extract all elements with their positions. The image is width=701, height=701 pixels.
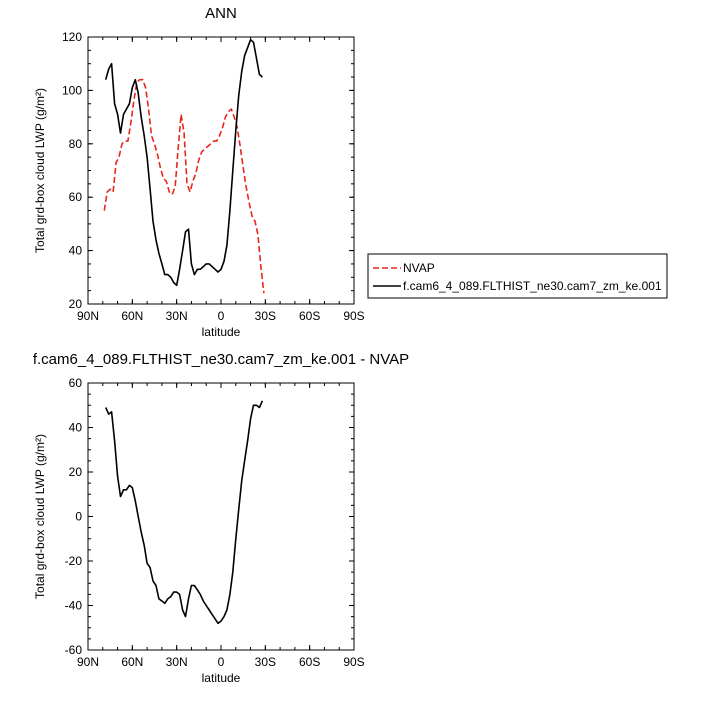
y-tick-label: -20	[65, 554, 83, 568]
x-tick-label: 60N	[121, 309, 143, 323]
y-tick-label: -60	[65, 643, 83, 657]
y-tick-label: 0	[75, 510, 82, 524]
plot-frame	[87, 382, 355, 651]
y-tick-label: 60	[69, 190, 83, 204]
x-tick-label: 60S	[299, 309, 320, 323]
y-axis-label: Total grd-box cloud LWP (g/m²)	[33, 88, 47, 253]
x-tick-label: 0	[218, 655, 225, 669]
series-line-f-cam6-4-089-flthist-ne30-cam7-zm-ke-001	[104, 38, 263, 287]
x-tick-label: 30S	[255, 655, 276, 669]
chart-panel-2: f.cam6_4_089.FLTHIST_ne30.cam7_zm_ke.001…	[33, 351, 409, 685]
plot-frame	[87, 36, 355, 305]
y-tick-label: 40	[69, 244, 83, 258]
x-axis-label: latitude	[202, 671, 241, 685]
y-tick-label: 20	[69, 465, 83, 479]
y-tick-label: 20	[69, 297, 83, 311]
x-tick-label: 90N	[77, 309, 99, 323]
legend-label-1: NVAP	[403, 261, 435, 275]
chart-title: f.cam6_4_089.FLTHIST_ne30.cam7_zm_ke.001…	[33, 351, 409, 368]
y-tick-label: 100	[62, 83, 82, 97]
x-axis-label: latitude	[202, 325, 241, 339]
x-tick-label: 90S	[343, 655, 364, 669]
y-tick-label: 40	[69, 421, 83, 435]
x-tick-label: 90N	[77, 655, 99, 669]
x-tick-label: 60N	[121, 655, 143, 669]
x-tick-label: 30S	[255, 309, 276, 323]
chart-panel-1: ANN 90N 60N 30N 0 30S 60S 90S 20 40 60 80 100 120 lati…	[33, 5, 365, 339]
y-tick-label: 60	[69, 376, 83, 390]
y-axis-label: Total grd-box cloud LWP (g/m²)	[33, 434, 47, 599]
legend: NVAP f.cam6_4_089.FLTHIST_ne30.cam7_zm_ke…	[367, 253, 668, 299]
series-line-difference	[104, 400, 264, 625]
x-tick-label: 30N	[166, 309, 188, 323]
legend-label-2: f.cam6_4_089.FLTHIST_ne30.cam7_zm_ke.001	[403, 279, 662, 293]
y-tick-label: 80	[69, 137, 83, 151]
x-tick-label: 0	[218, 309, 225, 323]
x-tick-label: 90S	[343, 309, 364, 323]
x-tick-label: 60S	[299, 655, 320, 669]
x-tick-label: 30N	[166, 655, 188, 669]
y-tick-label: 120	[62, 30, 82, 44]
chart-title: ANN	[205, 5, 237, 22]
series-line-nvap	[103, 78, 265, 294]
legend-box	[367, 253, 668, 299]
y-tick-label: -40	[65, 599, 83, 613]
